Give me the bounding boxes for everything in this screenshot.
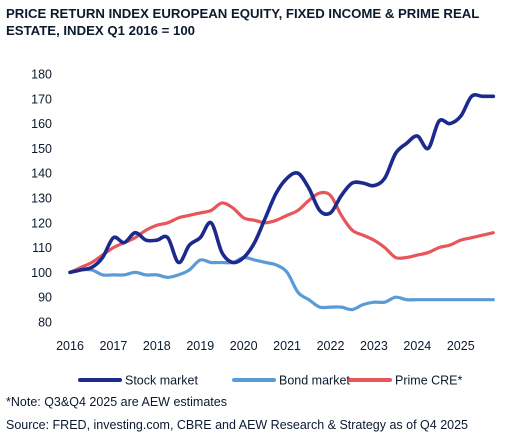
y-tick-label: 160	[31, 117, 52, 131]
legend-label: Prime CRE*	[395, 374, 463, 388]
x-tick-label: 2016	[56, 339, 84, 353]
x-axis-ticks: 2016 2017 2018 2019 2020 2021 2022 2023 2024 2025	[56, 339, 475, 353]
x-tick-label: 2017	[100, 339, 128, 353]
series-lines	[68, 93, 496, 312]
y-tick-label: 140	[31, 167, 52, 181]
y-tick-label: 130	[31, 192, 52, 206]
y-tick-label: 170	[31, 92, 52, 106]
y-tick-label: 80	[38, 316, 52, 330]
x-tick-label: 2024	[403, 339, 431, 353]
y-tick-label: 180	[31, 68, 52, 82]
legend-label: Stock market	[125, 374, 198, 388]
y-tick-label: 110	[32, 241, 52, 255]
chart-title: PRICE RETURN INDEX EUROPEAN EQUITY, FIXE…	[6, 6, 480, 38]
series-line-bond-market	[68, 255, 495, 312]
x-tick-label: 2020	[230, 339, 258, 353]
series-line-stock-market	[68, 93, 496, 275]
x-tick-label: 2023	[360, 339, 388, 353]
legend: Stock market Bond market Prime CRE*	[78, 374, 463, 388]
y-tick-label: 100	[31, 266, 52, 280]
x-tick-label: 2025	[447, 339, 475, 353]
x-tick-label: 2019	[186, 339, 214, 353]
y-tick-label: 90	[38, 291, 52, 305]
y-tick-label: 150	[31, 142, 52, 156]
x-tick-label: 2021	[273, 339, 301, 353]
source-note: Source: FRED, investing.com, CBRE and AE…	[6, 418, 469, 432]
y-axis-ticks: 80 90 100 110 120 130 140 150 160 170 180	[31, 68, 52, 330]
x-tick-label: 2018	[143, 339, 171, 353]
y-tick-label: 120	[31, 216, 52, 230]
legend-label: Bond market	[279, 374, 350, 388]
estimate-note: *Note: Q3&Q4 2025 are AEW estimates	[6, 395, 227, 409]
x-tick-label: 2022	[317, 339, 345, 353]
